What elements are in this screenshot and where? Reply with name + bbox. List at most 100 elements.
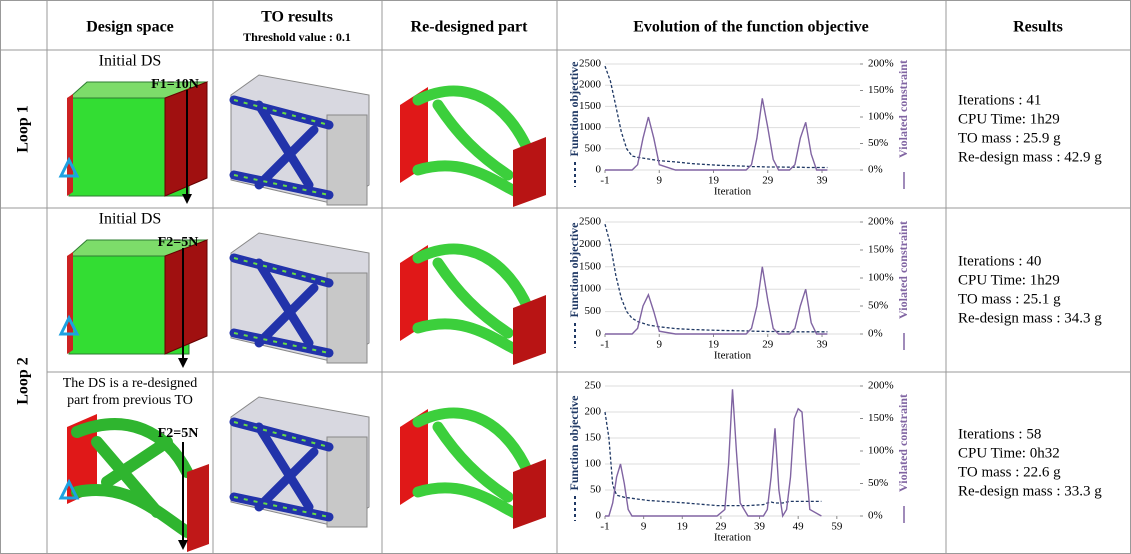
x-tick-label: 29 (715, 521, 727, 533)
box-left (67, 94, 73, 196)
y2-tick-label: 200% (868, 58, 894, 70)
y2-tick-label: 0% (868, 164, 883, 176)
y2-tick-label: 100% (868, 272, 894, 284)
design-label: The DS is a re-designed (63, 376, 198, 391)
y-tick-label: 2500 (579, 58, 602, 70)
header-sub: Threshold value : 0.1 (243, 30, 351, 44)
y-tick-label: 1000 (579, 121, 602, 133)
y-tick-label: 1500 (579, 260, 602, 272)
x-tick-label: -1 (600, 175, 609, 187)
header: TO results (261, 9, 333, 26)
design-label: part from previous TO (67, 393, 193, 408)
x-tick-label: 19 (708, 175, 720, 187)
result-line: Iterations : 58 (958, 426, 1041, 442)
y2-tick-label: 50% (868, 477, 888, 489)
x-tick-label: 39 (817, 339, 829, 351)
design-label: Initial DS (99, 53, 162, 70)
plate-right (513, 137, 546, 207)
x-tick-label: 59 (831, 521, 843, 533)
support-triangle (58, 156, 80, 178)
result-line: Iterations : 40 (958, 253, 1041, 269)
y2-axis-label: Violated constraint (896, 60, 910, 158)
result-line: Re-design mass : 42.9 g (958, 149, 1102, 165)
x-tick-label: -1 (600, 521, 609, 533)
y2-tick-label: 150% (868, 84, 894, 96)
y-tick-label: 0 (596, 164, 602, 176)
series-line (605, 266, 828, 335)
plate-right (513, 295, 546, 365)
force-label: F1=10N (151, 77, 199, 92)
x-tick-label: 39 (754, 521, 766, 533)
series-line (604, 411, 822, 507)
box-left (67, 252, 73, 354)
x-tick-label: 9 (657, 339, 663, 351)
struts (229, 417, 334, 522)
x-tick-label: 49 (793, 521, 805, 533)
result-line: Iterations : 41 (958, 92, 1041, 108)
x-axis-label: Iteration (714, 186, 752, 198)
x-axis-label: Iteration (714, 350, 752, 362)
y2-tick-label: 100% (868, 445, 894, 457)
loop-label: Loop 2 (15, 357, 32, 405)
x-tick-label: 19 (708, 339, 720, 351)
struts (229, 95, 334, 200)
plate-right (513, 459, 546, 529)
y2-tick-label: 150% (868, 244, 894, 256)
x-tick-label: 9 (641, 521, 647, 533)
y-tick-label: 200 (585, 406, 602, 418)
y-tick-label: 50 (590, 484, 602, 496)
result-line: TO mass : 25.1 g (958, 291, 1061, 307)
x-tick-label: 29 (762, 175, 774, 187)
design-space-image (58, 81, 209, 204)
struts-hi (233, 99, 330, 196)
end-plate (326, 272, 368, 364)
header: Re-designed part (411, 19, 529, 36)
result-line: Re-design mass : 34.3 g (958, 310, 1102, 326)
redesigned-image (400, 243, 546, 365)
result-line: CPU Time: 1h29 (958, 272, 1060, 288)
x-axis-label: Iteration (714, 532, 752, 544)
y-tick-label: 500 (585, 305, 602, 317)
part (412, 407, 534, 523)
plate-left (400, 245, 428, 341)
y2-tick-label: 200% (868, 216, 894, 228)
y-tick-label: 2500 (579, 216, 602, 228)
y-axis-label: Function objective (567, 61, 581, 157)
part (412, 85, 534, 201)
y-axis-label: Function objective (567, 395, 581, 491)
design-space-image (58, 414, 209, 552)
plate-right (187, 464, 209, 552)
to-result-image (229, 232, 370, 364)
y-axis-label: Function objective (567, 222, 581, 318)
plate-left (400, 409, 428, 505)
result-line: CPU Time: 1h29 (958, 111, 1060, 127)
y2-axis-label: Violated constraint (896, 221, 910, 319)
y2-axis-label: Violated constraint (896, 394, 910, 492)
series-line (605, 389, 822, 519)
result-line: CPU Time: 0h32 (958, 445, 1060, 461)
design-label: Initial DS (99, 211, 162, 228)
header: Evolution of the function objective (633, 19, 869, 36)
result-line: TO mass : 22.6 g (958, 464, 1061, 480)
x-tick-label: 39 (817, 175, 829, 187)
y-tick-label: 2000 (579, 238, 602, 250)
series-line (604, 65, 828, 169)
series-line (604, 224, 828, 333)
struts (229, 253, 334, 358)
loop-label: Loop 1 (15, 105, 32, 153)
y-tick-label: 150 (585, 432, 602, 444)
redesigned-image (400, 85, 546, 207)
y2-tick-label: 100% (868, 111, 894, 123)
y-tick-label: 100 (585, 458, 602, 470)
series-line (605, 98, 828, 171)
redesigned-image (400, 407, 546, 529)
x-tick-label: 29 (762, 339, 774, 351)
y-tick-label: 1500 (579, 100, 602, 112)
support-triangle (58, 478, 80, 500)
struts-hi (233, 257, 330, 354)
header: Design space (86, 19, 174, 36)
y-tick-label: 0 (596, 328, 602, 340)
x-tick-label: -1 (600, 339, 609, 351)
force-arrow-head (182, 194, 192, 204)
force-label: F2=5N (158, 235, 199, 250)
